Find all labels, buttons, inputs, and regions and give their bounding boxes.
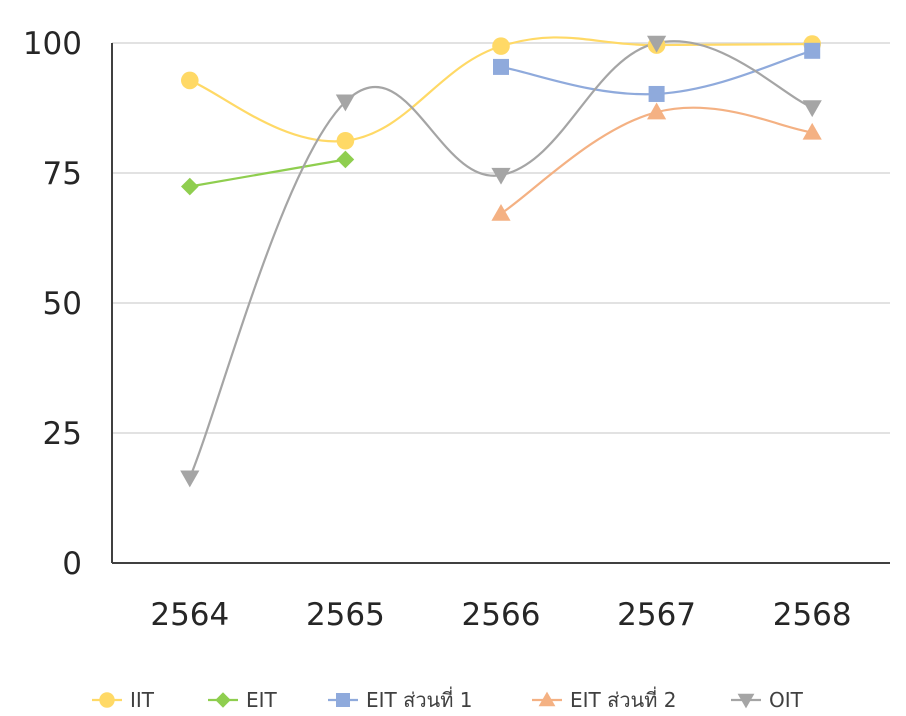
- series-4-point: [802, 100, 822, 118]
- legend-label: EIT ส่วนที่ 2: [570, 686, 676, 712]
- x-tick-label: 2565: [306, 597, 385, 633]
- legend: IIT EIT EIT ส่วนที่ 1 EIT ส่วนที่ 2 OIT: [92, 686, 804, 712]
- y-tick-label: 50: [43, 286, 82, 322]
- legend-swatch-marker: [538, 691, 556, 707]
- axes: 0 25 50 75 100 2564 2565 2566 2567 2568: [23, 26, 890, 633]
- legend-label: EIT ส่วนที่ 1: [366, 686, 472, 712]
- legend-item: IIT: [92, 688, 155, 712]
- series-3-line: [499, 106, 814, 215]
- series-lines: [188, 36, 814, 479]
- legend-swatch-marker: [99, 692, 115, 708]
- y-tick-label: 75: [43, 156, 82, 192]
- series-markers: [180, 35, 822, 488]
- legend-swatch-marker: [336, 693, 350, 707]
- series-0-point: [181, 71, 199, 90]
- x-tick-label: 2566: [462, 597, 541, 633]
- legend-item: EIT ส่วนที่ 2: [532, 686, 676, 712]
- series-4-point: [180, 470, 200, 488]
- legend-label: OIT: [769, 688, 804, 712]
- series-4-point: [491, 167, 511, 185]
- legend-item: EIT: [208, 688, 278, 712]
- series-1-point: [181, 177, 199, 196]
- series-3-point: [491, 203, 511, 221]
- x-tick-label: 2564: [150, 597, 229, 633]
- series-2-point: [493, 58, 509, 75]
- series-0-point: [492, 37, 510, 55]
- legend-item: EIT ส่วนที่ 1: [328, 686, 472, 712]
- legend-label: IIT: [130, 688, 155, 712]
- series-1-line: [188, 158, 347, 188]
- series-4-point: [335, 94, 355, 112]
- legend-swatch-marker: [737, 693, 755, 709]
- series-1-point: [336, 150, 355, 169]
- series-2-point: [804, 42, 821, 59]
- series-2-point: [648, 85, 665, 102]
- y-tick-label: 100: [23, 26, 82, 62]
- x-tick-label: 2568: [773, 597, 852, 633]
- series-0-point: [336, 131, 355, 150]
- y-tick-label: 25: [43, 416, 82, 452]
- series-4-line: [188, 40, 814, 479]
- series-3-point: [802, 122, 822, 140]
- series-4-point: [647, 35, 667, 53]
- legend-swatch-marker: [215, 692, 231, 708]
- legend-label: EIT: [246, 688, 278, 712]
- y-tick-label: 0: [62, 546, 82, 582]
- legend-item: OIT: [731, 688, 804, 712]
- series-3-point: [647, 102, 667, 120]
- x-tick-label: 2567: [617, 597, 696, 633]
